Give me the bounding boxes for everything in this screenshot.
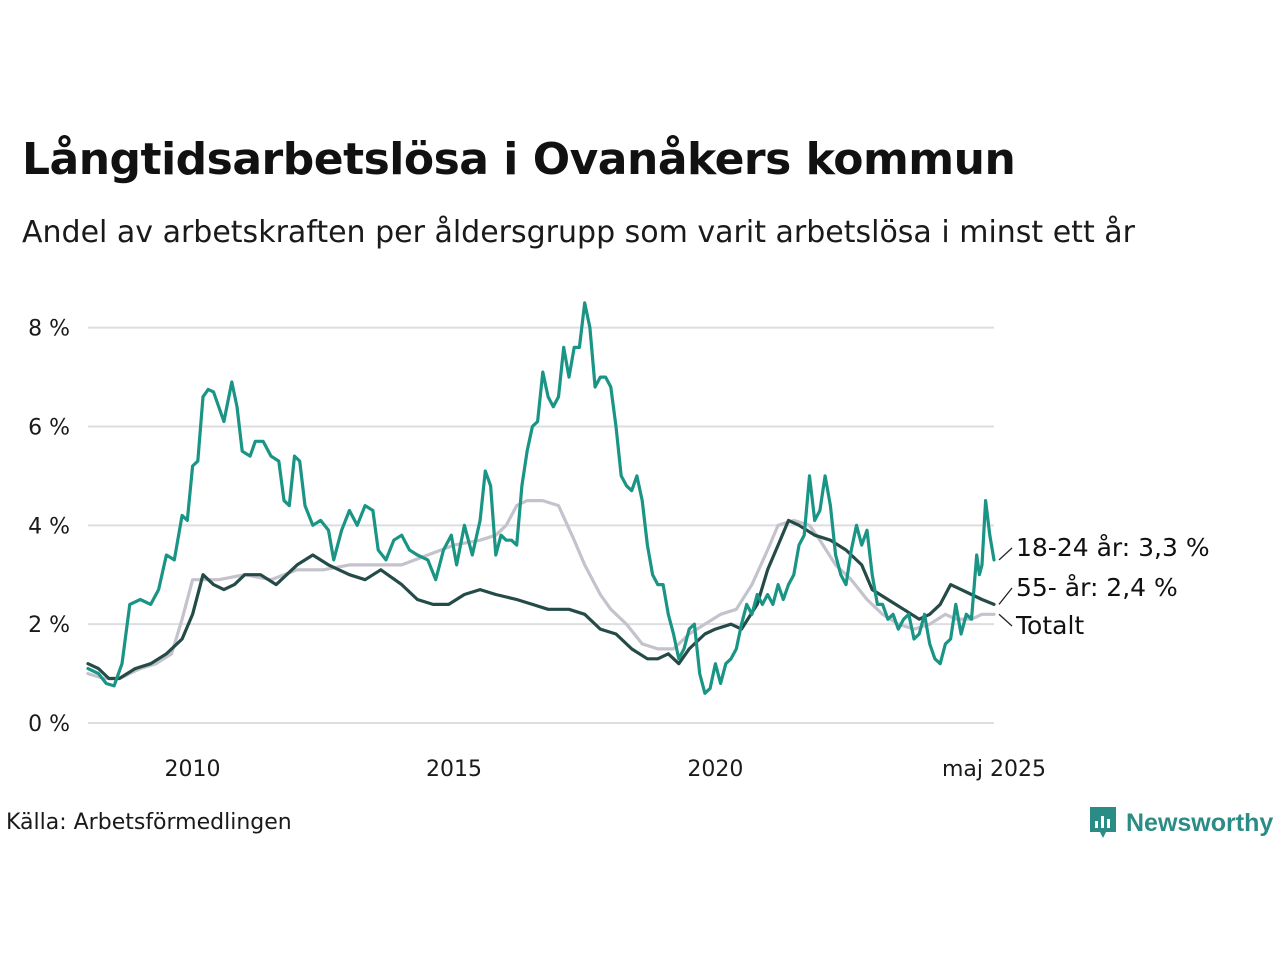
x-tick-label: 2020	[687, 757, 743, 782]
chart-title: Långtidsarbetslösa i Ovanåkers kommun	[22, 134, 1016, 185]
series-lines	[86, 301, 996, 695]
x-tick-label: maj 2025	[942, 757, 1046, 782]
newsworthy-logo-icon	[1090, 807, 1116, 838]
source-note: Källa: Arbetsförmedlingen	[6, 810, 292, 835]
x-tick-label: 2015	[426, 757, 482, 782]
newsworthy-logo[interactable]: Newsworthy	[1088, 804, 1273, 842]
series-end-label: 55- år: 2,4 %	[1016, 573, 1178, 602]
y-axis: 0 % 2 % 4 % 6 % 8 %	[28, 317, 70, 737]
x-tick-label: 2010	[165, 757, 221, 782]
series-line-1	[86, 518, 996, 681]
y-tick-label: 0 %	[28, 712, 70, 737]
label-leader-2	[998, 547, 1013, 561]
x-axis: 2010 2015 2020 maj 2025	[165, 757, 1046, 782]
label-leader-0	[998, 613, 1013, 627]
series-end-label: Totalt	[1015, 611, 1084, 640]
y-tick-label: 8 %	[28, 317, 70, 342]
y-tick-label: 2 %	[28, 613, 70, 638]
series-end-label: 18-24 år: 3,3 %	[1016, 533, 1210, 562]
series-end-labels: 18-24 år: 3,3 % 55- år: 2,4 % Totalt	[998, 533, 1210, 640]
series-line-2	[86, 301, 996, 695]
newsworthy-logo-text: Newsworthy	[1126, 808, 1274, 837]
label-leader-1	[998, 587, 1013, 605]
chart-subtitle: Andel av arbetskraften per åldersgrupp s…	[22, 215, 1135, 250]
y-tick-label: 6 %	[28, 415, 70, 440]
y-tick-label: 4 %	[28, 514, 70, 539]
